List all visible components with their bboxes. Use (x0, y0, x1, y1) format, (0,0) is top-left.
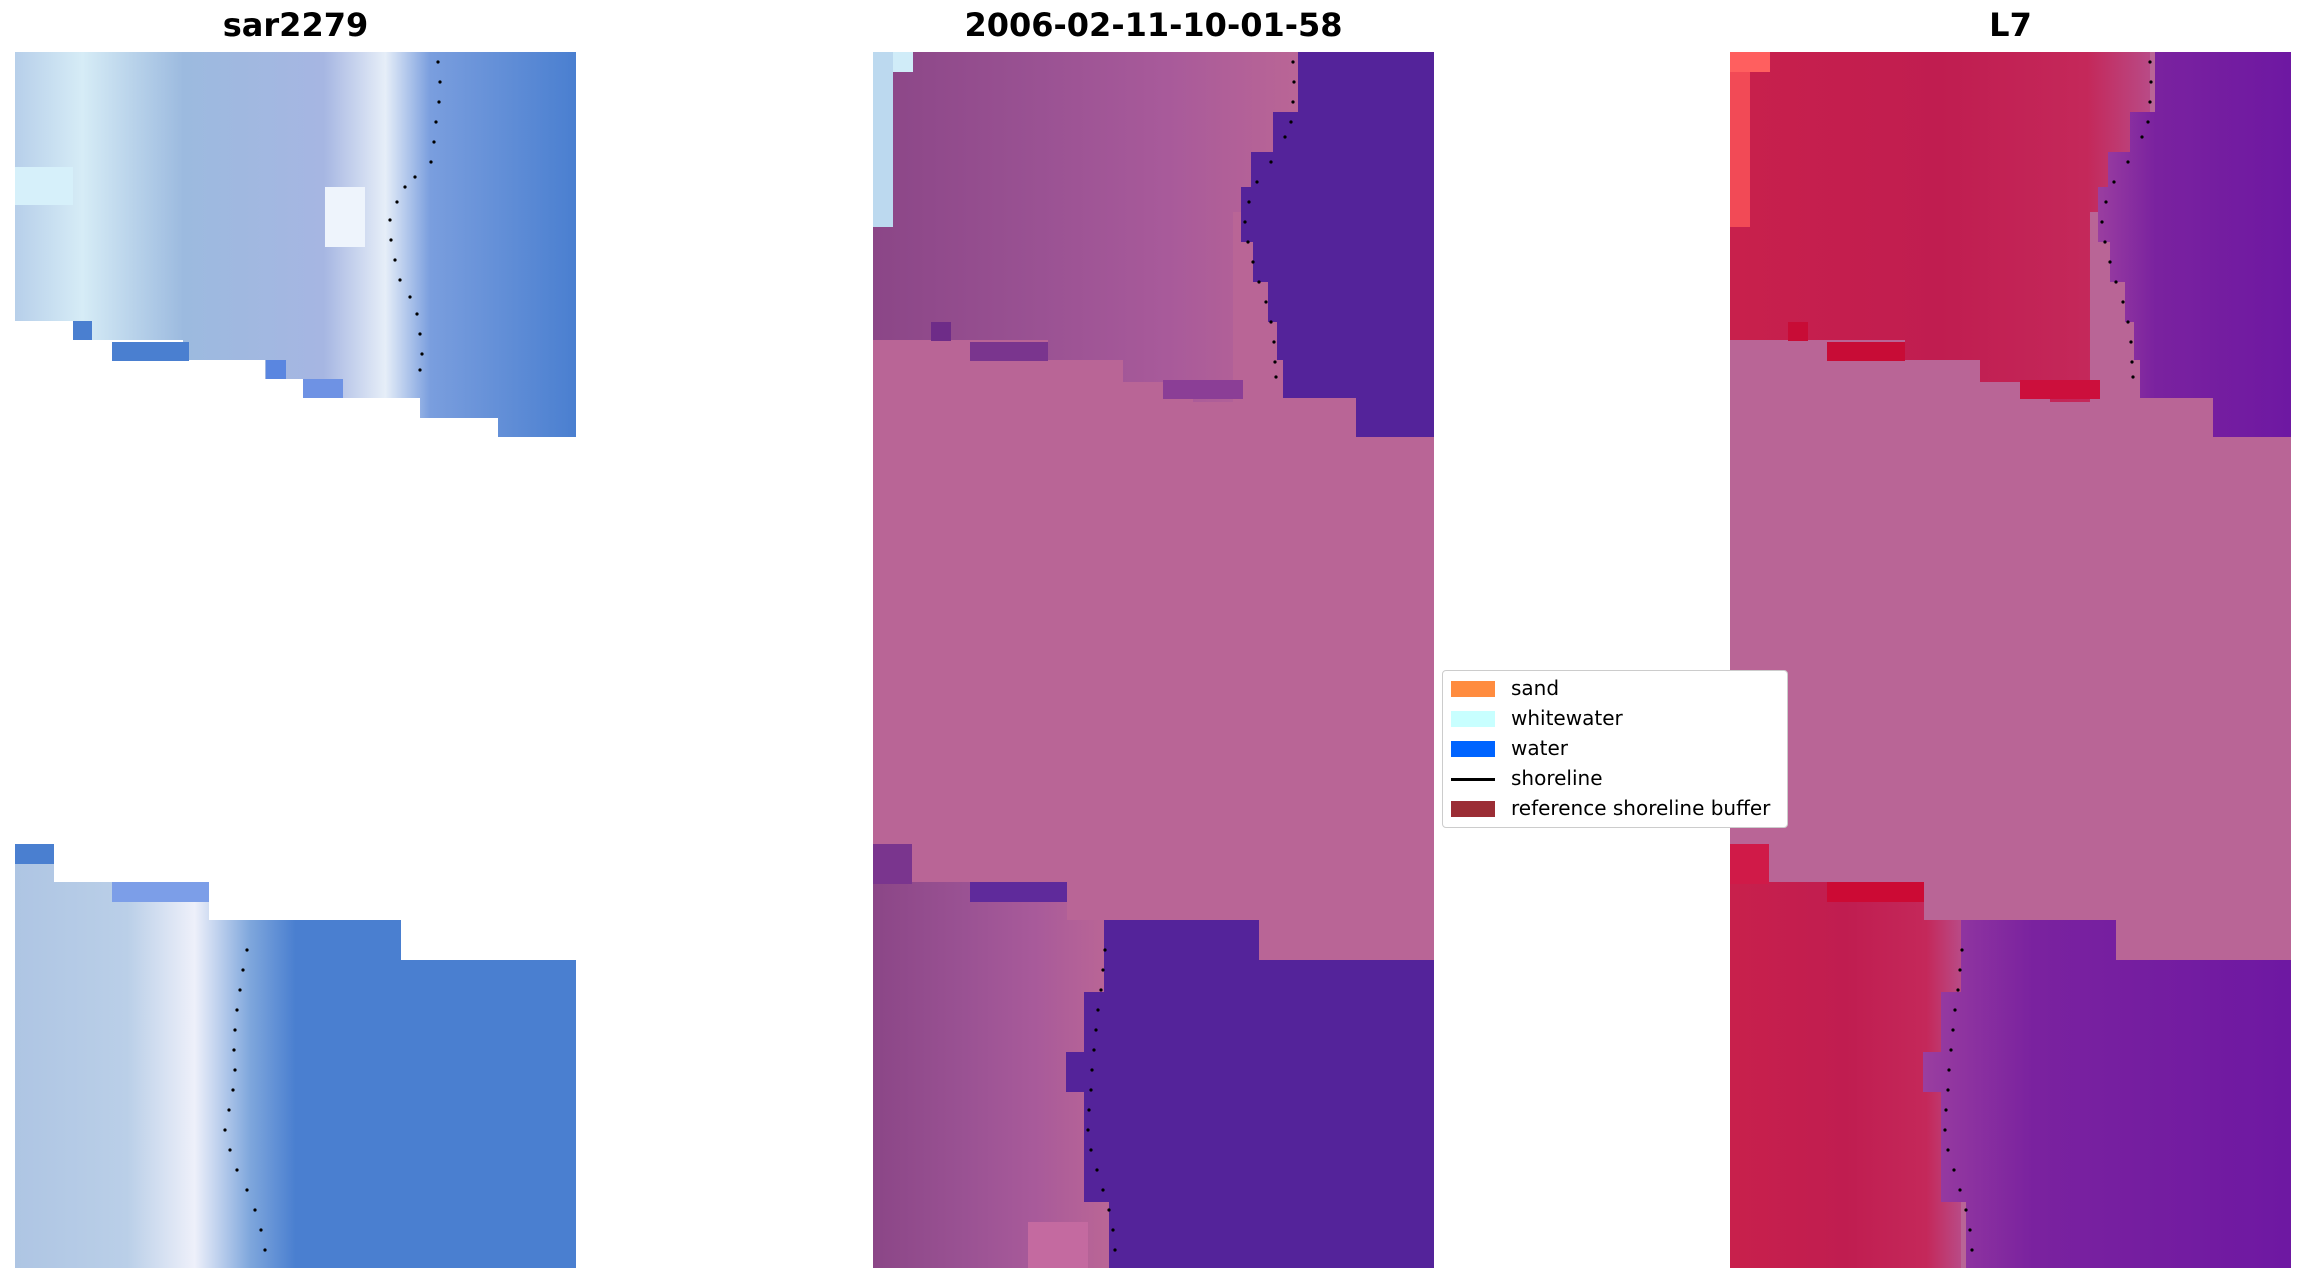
image-panel-sar (15, 52, 576, 1268)
sar-bottom-region (15, 844, 576, 1268)
date-patch (1028, 1222, 1088, 1268)
panel-title-l7: L7 (1989, 6, 2032, 44)
legend-item-water: water (1443, 733, 1787, 763)
date-land-region (873, 882, 1104, 1268)
l7-patch (2020, 380, 2100, 399)
legend-label: reference shoreline buffer (1511, 796, 1771, 820)
buffer-swatch (1451, 801, 1495, 817)
sar-water-patch (303, 379, 343, 398)
water-swatch (1451, 741, 1495, 757)
image-sar (15, 52, 576, 1268)
date-patch (873, 844, 912, 884)
panel-title-sar: sar2279 (222, 6, 369, 44)
shoreline-line-swatch (1451, 778, 1495, 781)
panel-title-date: 2006-02-11-10-01-58 (964, 6, 1343, 44)
legend-item-shoreline: shoreline (1443, 763, 1787, 793)
legend-label: water (1511, 736, 1568, 760)
image-date (873, 52, 1434, 1268)
sar-water-patch (15, 844, 54, 864)
sar-top-region (15, 52, 576, 437)
whitewater-swatch (1451, 711, 1495, 727)
legend: sand whitewater water shoreline referenc… (1442, 670, 1788, 828)
l7-water-region (2098, 52, 2291, 437)
date-patch (931, 322, 951, 341)
date-patch (970, 882, 1067, 902)
l7-patch (1788, 322, 1808, 341)
sar-shoreline (223, 60, 442, 1252)
legend-item-sand: sand (1443, 673, 1787, 703)
l7-patch (1827, 882, 1924, 902)
image-l7 (1730, 52, 2291, 1268)
legend-item-reference-buffer: reference shoreline buffer (1443, 793, 1787, 823)
date-water-region (1066, 920, 1434, 1268)
l7-sand-patch (1730, 72, 1750, 227)
sar-water-patch (266, 360, 286, 379)
sar-whitewater-patch (15, 167, 73, 205)
l7-sand-patch (1730, 52, 1770, 72)
date-shoreline (1086, 60, 1296, 1252)
date-whitewater-patch (893, 52, 913, 72)
sar-water-patch (73, 321, 92, 340)
date-whitewater-patch (873, 52, 893, 227)
date-patch (1163, 380, 1243, 399)
l7-patch (1730, 844, 1769, 884)
sar-whitewater-patch (325, 187, 365, 247)
sar-water-patch (112, 882, 209, 902)
l7-shoreline (1943, 60, 2153, 1252)
image-panel-l7 (1730, 52, 2291, 1268)
legend-label: sand (1511, 676, 1560, 700)
l7-water-region (1923, 920, 2291, 1268)
l7-land-region (1730, 52, 2150, 402)
legend-item-whitewater: whitewater (1443, 703, 1787, 733)
date-land-region (873, 52, 1293, 402)
l7-patch (1827, 342, 1905, 361)
sar-water-patch (112, 342, 189, 361)
legend-label: shoreline (1511, 766, 1603, 790)
image-panel-date (873, 52, 1434, 1268)
sand-swatch (1451, 681, 1495, 697)
legend-label: whitewater (1511, 706, 1623, 730)
date-water-region (1241, 52, 1434, 437)
l7-land-region (1730, 882, 1961, 1268)
date-patch (970, 342, 1048, 361)
